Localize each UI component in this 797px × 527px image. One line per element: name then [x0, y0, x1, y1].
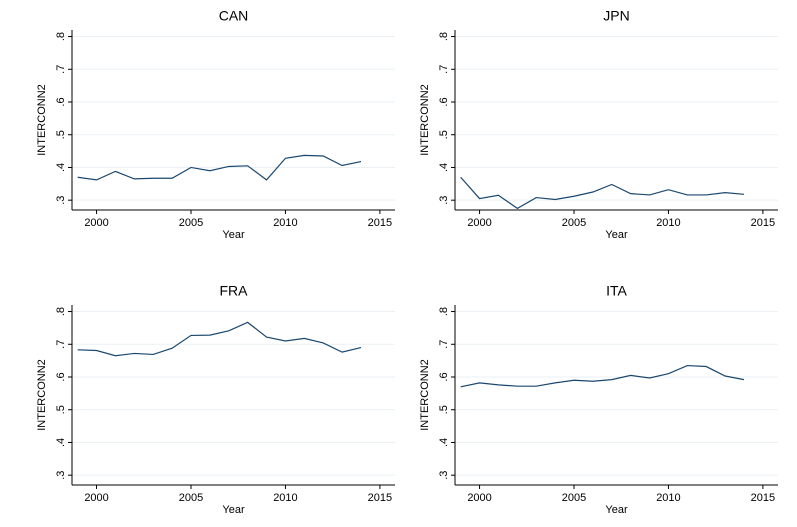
y-tick-label: .4: [55, 163, 67, 172]
y-tick-label: .3: [55, 196, 67, 205]
y-axis-label: INTERCONN2: [419, 84, 431, 156]
y-tick-label: .6: [438, 372, 450, 381]
y-tick-label: .8: [438, 307, 450, 316]
y-tick-label: .7: [55, 65, 67, 74]
series-line: [77, 154, 362, 181]
y-tick-label: .6: [438, 97, 450, 106]
x-tick-label: 2000: [467, 217, 491, 229]
y-axis-label: INTERCONN2: [419, 359, 431, 431]
panel-title: CAN: [219, 8, 249, 24]
x-tick-label: 2005: [179, 217, 203, 229]
y-axis-label: INTERCONN2: [36, 359, 48, 431]
panel: CAN .3 .4 .5 .6 .7 .8 2000 2005 2010 2015 Year INTER…: [36, 8, 395, 241]
x-tick-label: 2010: [273, 217, 297, 229]
y-tick-label: .7: [438, 65, 450, 74]
y-tick-label: .8: [55, 307, 67, 316]
y-tick-label: .4: [438, 163, 450, 172]
x-axis-label: Year: [605, 504, 628, 516]
panel: FRA .3 .4 .5 .6 .7 .8 2000 2005 2010 2015 Year INTER…: [36, 283, 395, 516]
panel: JPN .3 .4 .5 .6 .7 .8 2000 2005 2010 2015 Year INTER…: [419, 8, 778, 241]
x-tick-label: 2015: [368, 492, 392, 504]
series-line: [460, 176, 745, 210]
x-tick-label: 2000: [84, 492, 108, 504]
y-tick-label: .5: [55, 130, 67, 139]
y-tick-label: .3: [438, 196, 450, 205]
x-tick-label: 2015: [751, 492, 775, 504]
y-tick-label: .4: [55, 438, 67, 447]
y-tick-label: .7: [438, 340, 450, 349]
x-tick-label: 2015: [751, 217, 775, 229]
x-tick-label: 2000: [467, 492, 491, 504]
y-tick-label: .7: [55, 340, 67, 349]
y-tick-label: .3: [55, 471, 67, 480]
x-tick-label: 2015: [368, 217, 392, 229]
series-line: [77, 321, 362, 357]
x-tick-label: 2010: [273, 492, 297, 504]
x-tick-label: 2005: [562, 217, 586, 229]
y-tick-label: .6: [55, 97, 67, 106]
x-tick-label: 2005: [562, 492, 586, 504]
x-axis-label: Year: [222, 504, 245, 516]
series-line: [460, 364, 745, 388]
x-axis-label: Year: [222, 229, 245, 241]
x-tick-label: 2005: [179, 492, 203, 504]
x-tick-label: 2010: [656, 217, 680, 229]
panel-title: JPN: [603, 8, 629, 24]
y-tick-label: .6: [55, 372, 67, 381]
x-axis-label: Year: [605, 229, 628, 241]
y-tick-label: .5: [438, 130, 450, 139]
panel-title: FRA: [220, 283, 249, 299]
y-tick-label: .8: [438, 32, 450, 41]
x-tick-label: 2010: [656, 492, 680, 504]
x-tick-label: 2000: [84, 217, 108, 229]
panel-title: ITA: [606, 283, 627, 299]
y-axis-label: INTERCONN2: [36, 84, 48, 156]
y-tick-label: .5: [55, 405, 67, 414]
y-tick-label: .5: [438, 405, 450, 414]
y-tick-label: .4: [438, 438, 450, 447]
panel: ITA .3 .4 .5 .6 .7 .8 2000 2005 2010 2015 Year INTER…: [419, 283, 778, 516]
y-tick-label: .3: [438, 471, 450, 480]
y-tick-label: .8: [55, 32, 67, 41]
